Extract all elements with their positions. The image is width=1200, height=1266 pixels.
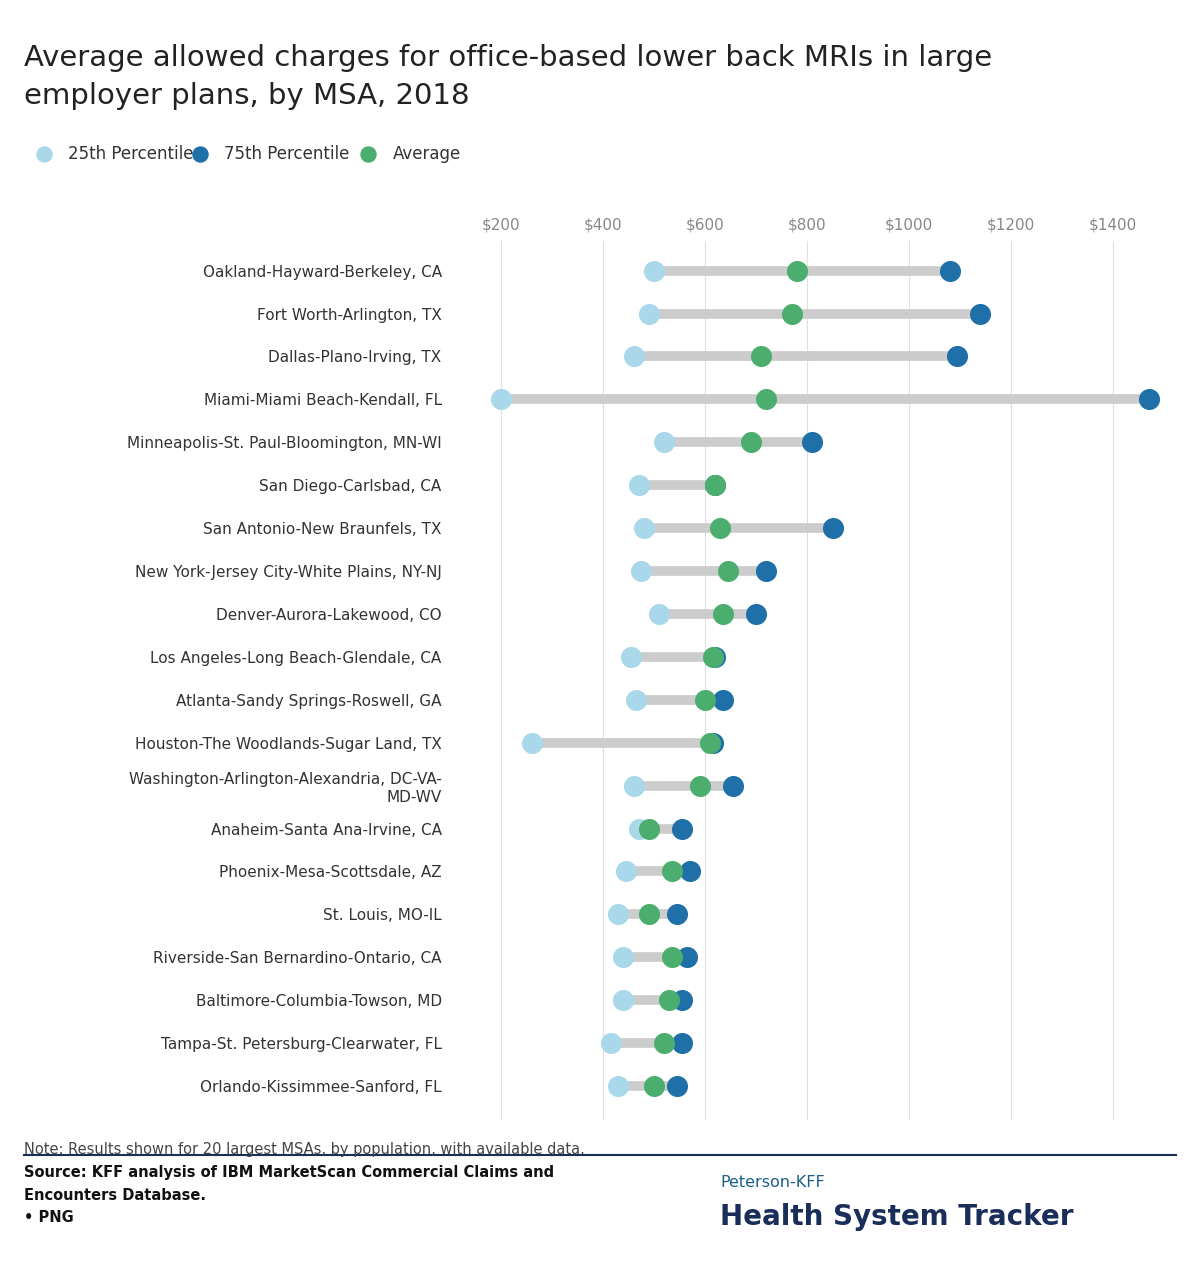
Point [1139,389,1158,409]
Text: Encounters Database.: Encounters Database. [24,1188,206,1203]
Point [703,733,722,753]
Point [757,561,776,581]
Text: 25th Percentile: 25th Percentile [68,146,194,163]
Point [662,947,682,967]
Point [655,1033,674,1053]
Point [629,475,648,495]
Point [660,990,679,1010]
Point [617,861,636,881]
Point [631,561,650,581]
Point [655,432,674,452]
Point [522,733,541,753]
Point [624,776,643,796]
Point [662,861,682,881]
Point [624,347,643,367]
Point [706,647,725,667]
Point [613,990,634,1010]
Point [678,947,697,967]
Point [608,904,628,924]
Point [601,1033,620,1053]
Point [672,990,691,1010]
Point [640,904,659,924]
Text: Source: KFF analysis of IBM MarketScan Commercial Claims and: Source: KFF analysis of IBM MarketScan C… [24,1165,554,1180]
Point [703,647,722,667]
Point [746,604,766,624]
Point [359,144,378,165]
Point [644,1076,664,1096]
Point [613,947,634,967]
Point [751,347,770,367]
Point [757,389,776,409]
Text: Average: Average [392,146,461,163]
Point [803,432,822,452]
Text: Note: Results shown for 20 largest MSAs, by population, with available data.: Note: Results shown for 20 largest MSAs,… [24,1142,584,1157]
Point [696,690,715,710]
Point [724,776,743,796]
Text: employer plans, by MSA, 2018: employer plans, by MSA, 2018 [24,82,469,110]
Point [948,347,967,367]
Text: • PNG: • PNG [24,1210,73,1225]
Point [680,861,700,881]
Point [191,144,210,165]
Point [640,304,659,324]
Point [706,475,725,495]
Point [626,690,646,710]
Point [719,561,738,581]
Point [971,304,990,324]
Point [672,818,691,838]
Point [35,144,54,165]
Point [823,518,842,538]
Point [672,1033,691,1053]
Text: Average allowed charges for office-based lower back MRIs in large: Average allowed charges for office-based… [24,44,992,72]
Text: Health System Tracker: Health System Tracker [720,1203,1074,1231]
Text: Peterson-KFF: Peterson-KFF [720,1175,824,1190]
Point [622,647,641,667]
Point [634,518,653,538]
Point [787,261,806,281]
Point [710,518,730,538]
Point [667,904,686,924]
Point [667,1076,686,1096]
Point [713,604,732,624]
Point [608,1076,628,1096]
Point [492,389,511,409]
Point [690,776,709,796]
Text: 75th Percentile: 75th Percentile [224,146,349,163]
Point [706,475,725,495]
Point [640,818,659,838]
Point [649,604,668,624]
Point [644,261,664,281]
Point [742,432,761,452]
Point [701,733,720,753]
Point [629,818,648,838]
Point [713,690,732,710]
Point [782,304,802,324]
Point [941,261,960,281]
